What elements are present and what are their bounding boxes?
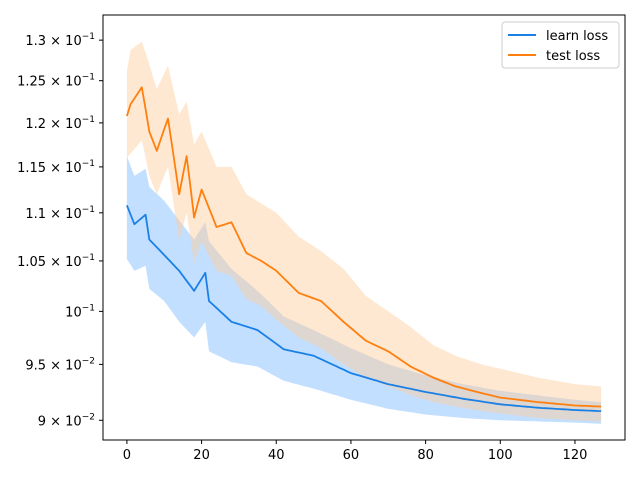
legend-label-learn-loss: learn loss (546, 29, 608, 44)
line-learn-loss (126, 204, 602, 412)
band-test-loss (126, 41, 602, 422)
y-tick-label: 1.2 × 10−1 (25, 115, 95, 132)
x-tick-label: 40 (268, 448, 285, 463)
y-tick-label: 10−1 (65, 303, 95, 320)
x-tick-label: 0 (123, 448, 131, 463)
confidence-bands (126, 41, 602, 424)
y-tick-label: 1.25 × 10−1 (17, 73, 95, 90)
x-tick-label: 100 (488, 448, 513, 463)
series-lines (126, 86, 602, 412)
y-tick-label: 9.5 × 10−2 (25, 356, 95, 373)
y-tick-label: 1.15 × 10−1 (17, 159, 95, 176)
legend-box (501, 21, 620, 69)
y-tick-label: 1.1 × 10−1 (25, 205, 95, 222)
x-tick-label: 20 (193, 448, 210, 463)
legend-label-test-loss: test loss (546, 49, 600, 64)
y-tick-label: 1.05 × 10−1 (17, 253, 95, 270)
x-tick-label: 60 (343, 448, 360, 463)
legend: learn loss test loss (501, 21, 620, 69)
y-tick-label: 1.3 × 10−1 (25, 32, 95, 49)
x-axis-ticks: 0 20 40 60 80 100 120 (123, 440, 588, 463)
line-test-loss (126, 86, 602, 408)
y-tick-label: 9 × 10−2 (38, 412, 95, 429)
plot-frame (102, 14, 626, 441)
x-tick-label: 120 (563, 448, 588, 463)
band-learn-loss (126, 156, 602, 424)
x-tick-label: 80 (417, 448, 434, 463)
y-axis-ticks: 9 × 10−2 9.5 × 10−2 10−1 1.05 × 10−1 1.1 × 1… (17, 32, 103, 429)
